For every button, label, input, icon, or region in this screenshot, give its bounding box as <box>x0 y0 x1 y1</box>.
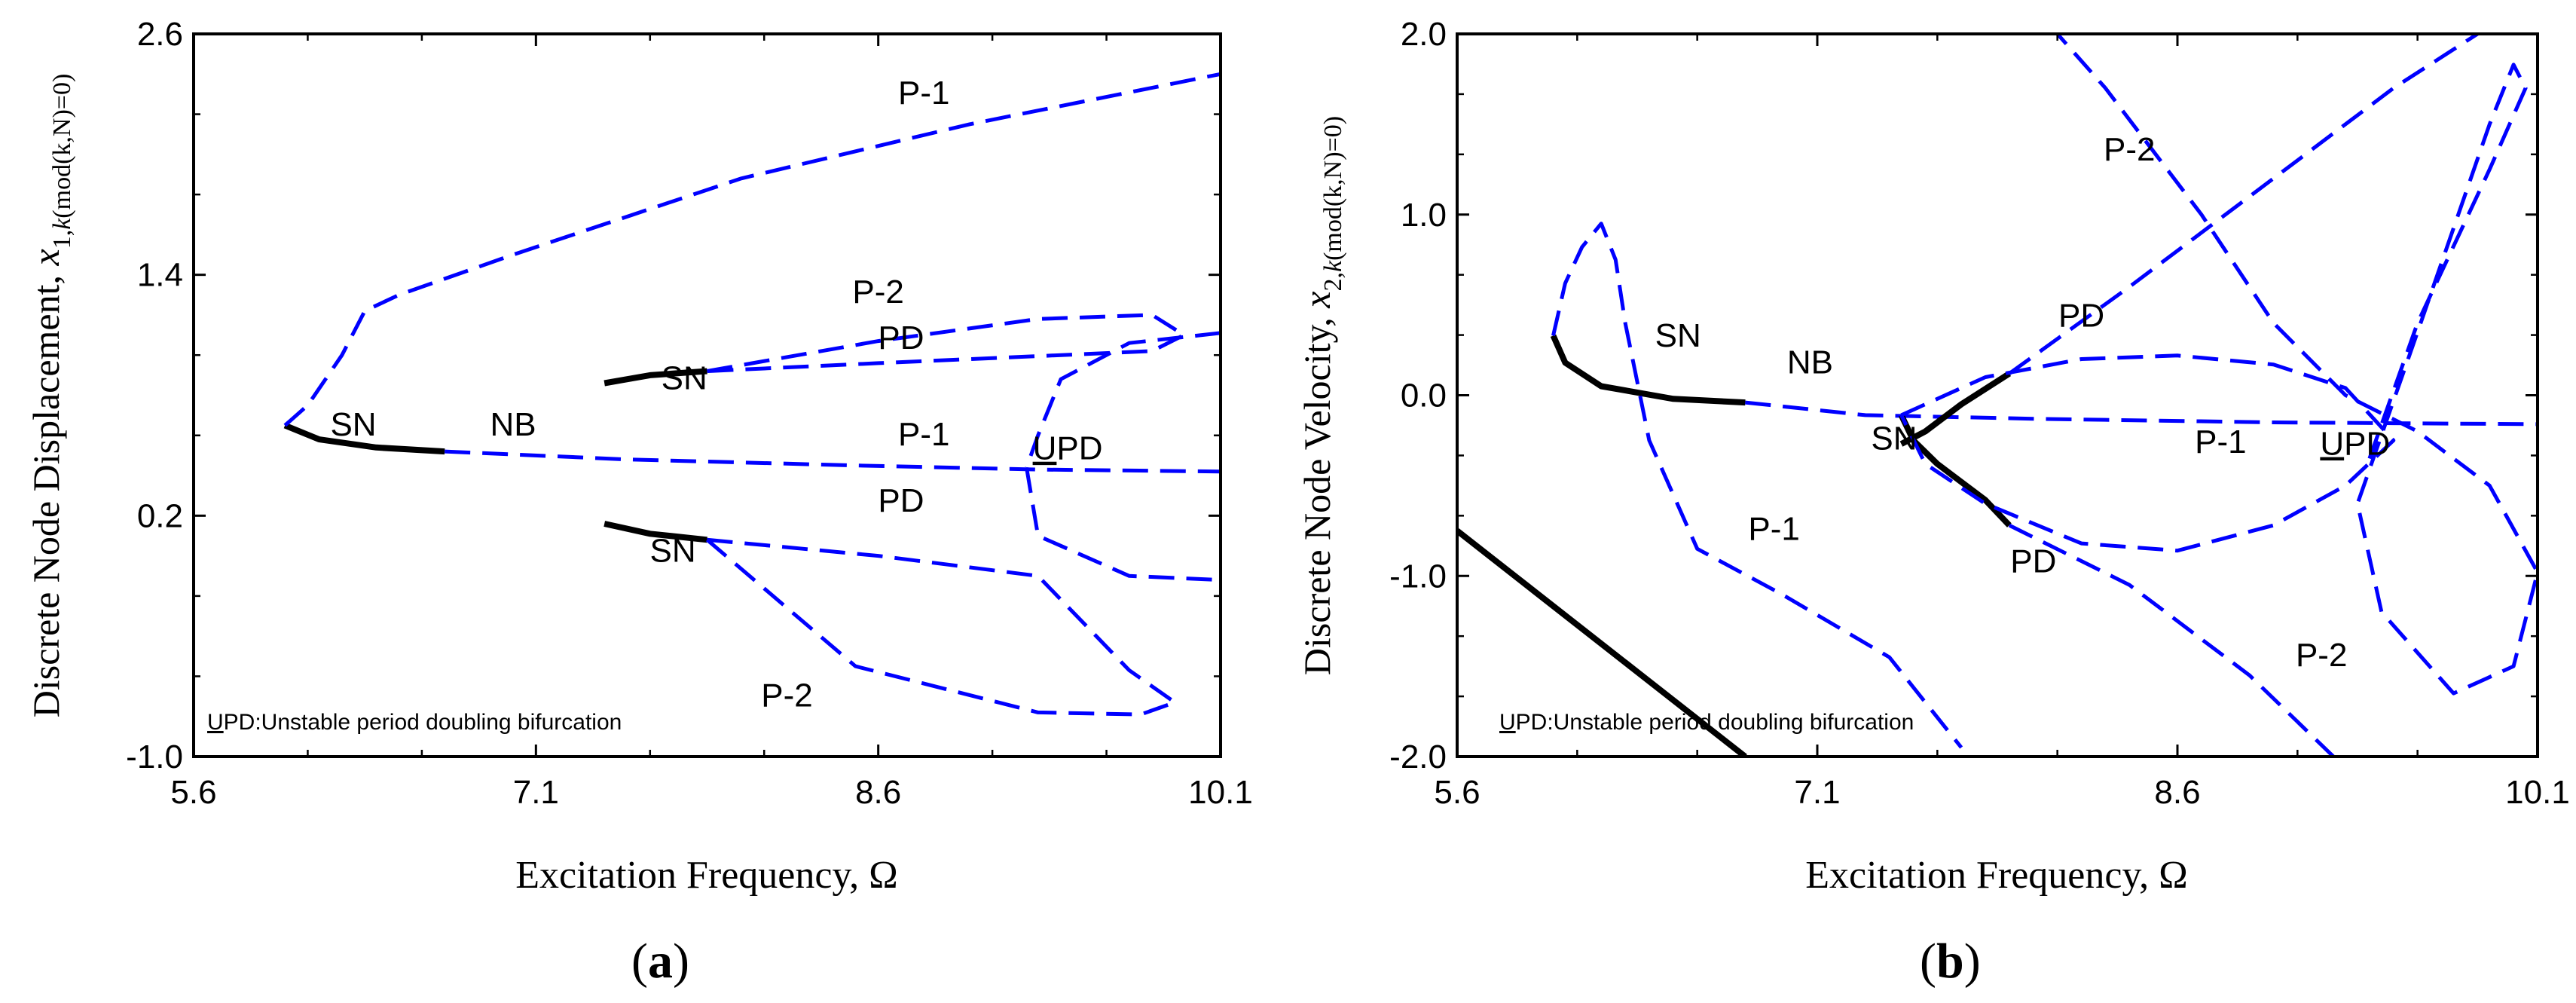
annotation-sn: SN <box>662 360 707 397</box>
series-line-stable-4 <box>1898 414 2012 527</box>
panel-a-label: (a) <box>631 934 689 989</box>
series-line-stable-3 <box>604 368 707 387</box>
annotation-pd: PD <box>878 320 924 356</box>
panel-a-series <box>283 72 1221 717</box>
panel-b-y-axis-label: Discrete Node Velocity, x2,k(mod(k,N)=0) <box>1296 116 1347 675</box>
annotation-sn: SN <box>1871 420 1917 457</box>
annotation-upd: UPD <box>1033 430 1103 467</box>
y-tick-label: 1.4 <box>137 257 183 294</box>
annotation-p-2: P-2 <box>2296 637 2347 674</box>
series-line-unstable-8 <box>1899 353 2396 553</box>
panel-a-xticks: 5.6 7.1 8.6 10.1 <box>170 34 1253 811</box>
annotation-sn: SN <box>1655 317 1701 354</box>
panel-a-y-axis-label: Discrete Node Displacement, x1,k(mod(k,N… <box>25 74 76 718</box>
y-tick-label: 0.0 <box>1401 378 1447 414</box>
y-tick-label: -1.0 <box>1389 558 1447 595</box>
annotation-p-1: P-1 <box>1748 510 1799 547</box>
annotation-upd: UPD <box>2320 426 2390 463</box>
annotation-pd: PD <box>878 482 924 519</box>
annotation-p-1: P-1 <box>898 416 949 453</box>
panel-b-series <box>1457 34 2538 757</box>
annotation-p-1: P-1 <box>898 75 949 112</box>
series-line-unstable-2 <box>445 449 1221 474</box>
x-tick-label: 7.1 <box>513 774 559 811</box>
x-tick-label: 10.1 <box>2505 774 2570 811</box>
series-line-stable-0 <box>283 422 445 455</box>
series-line-stable-1 <box>1457 528 1747 757</box>
series-line-unstable-5 <box>707 313 1186 373</box>
series-line-stable-4 <box>604 521 707 543</box>
x-tick-label: 5.6 <box>1434 774 1480 811</box>
y-tick-label: 2.0 <box>1401 16 1447 53</box>
panel-a-note: UPD:Unstable period doubling bifurcation <box>207 710 622 735</box>
series-line-unstable-3 <box>1745 400 2538 427</box>
panel-b-plot-frame <box>1456 32 2539 758</box>
series-line-unstable-6 <box>2008 34 2479 375</box>
annotation-nb: NB <box>490 406 536 443</box>
panel-b: 5.6 7.1 8.6 10.1 -2.0 -1.0 0.0 1.0 2.0 P-2 P-2 PD… <box>1296 16 2570 989</box>
panel-b-xticks: 5.6 7.1 8.6 10.1 <box>1434 34 2570 811</box>
annotation-p-2: P-2 <box>2104 131 2155 168</box>
panel-a: 5.6 7.1 8.6 10.1 -1.0 0.2 1.4 2.6 P-1 P-1 P-2 P-2… <box>25 16 1253 989</box>
series-line-unstable-7 <box>2008 523 2335 757</box>
series-line-unstable-1 <box>283 72 1221 427</box>
annotation-p-1: P-1 <box>2195 424 2246 460</box>
panel-b-annotations: P-2 P-2 PD PD SN SN NB P-1 P-1 UPD <box>1655 131 2391 674</box>
panel-b-note: UPD:Unstable period doubling bifurcation <box>1499 710 1914 735</box>
annotation-pd: PD <box>2058 297 2104 334</box>
series-line-unstable-2 <box>1551 222 1963 749</box>
series-line-unstable-9 <box>2055 34 2538 696</box>
annotation-p-2: P-2 <box>852 274 903 310</box>
annotation-p-2: P-2 <box>761 677 812 714</box>
annotation-pd: PD <box>2010 543 2056 579</box>
x-tick-label: 7.1 <box>1794 774 1840 811</box>
y-tick-label: -2.0 <box>1389 738 1447 775</box>
annotation-sn: SN <box>650 533 696 570</box>
panel-a-plot-frame <box>192 32 1222 758</box>
x-tick-label: 10.1 <box>1188 774 1253 811</box>
panel-a-yticks: -1.0 0.2 1.4 2.6 <box>126 16 1221 775</box>
annotation-sn: SN <box>330 406 376 443</box>
series-line-unstable-7 <box>1025 331 1221 469</box>
y-tick-label: 1.0 <box>1401 197 1447 234</box>
panel-b-label: (b) <box>1920 934 1981 989</box>
series-line-unstable-8 <box>1025 466 1221 583</box>
y-tick-label: 2.6 <box>137 16 183 53</box>
panel-b-yticks: -2.0 -1.0 0.0 1.0 2.0 <box>1389 16 2538 775</box>
x-tick-label: 5.6 <box>170 774 216 811</box>
series-line-stable-0 <box>1550 334 1746 406</box>
y-tick-label: -1.0 <box>126 738 183 775</box>
annotation-nb: NB <box>1787 344 1833 381</box>
panel-a-annotations: P-1 P-1 P-2 P-2 PD PD SN SN SN NB UPD <box>330 75 1102 714</box>
x-tick-label: 8.6 <box>2154 774 2200 811</box>
y-tick-label: 0.2 <box>137 497 183 534</box>
panel-a-x-axis-label: Excitation Frequency, Ω <box>515 854 897 897</box>
panel-b-x-axis-label: Excitation Frequency, Ω <box>1805 854 2187 897</box>
x-tick-label: 8.6 <box>855 774 901 811</box>
